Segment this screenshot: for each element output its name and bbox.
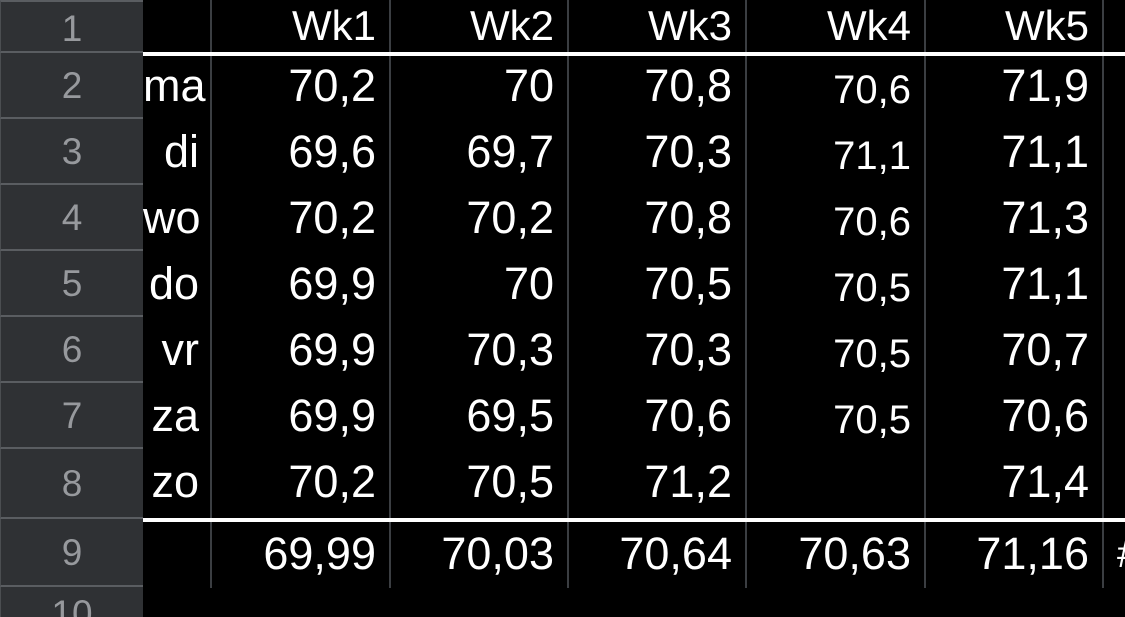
day-label-cell[interactable]: vr [161, 324, 200, 375]
value-cell[interactable]: 70,2 [466, 192, 554, 243]
value-cell[interactable]: 70,2 [288, 456, 376, 507]
day-label-cell[interactable]: di [163, 126, 199, 177]
header-bottom-border [143, 52, 1125, 56]
value-cell[interactable]: 71,1 [1001, 258, 1089, 309]
row-header-7[interactable]: 7 [0, 383, 143, 449]
column-gridline [924, 0, 926, 588]
column-gridline [1102, 0, 1104, 588]
value-cell[interactable]: 70,3 [466, 324, 554, 375]
value-cell[interactable]: 70,8 [644, 192, 732, 243]
day-label-cell[interactable]: za [151, 390, 199, 441]
row-header-5[interactable]: 5 [0, 251, 143, 317]
value-cell[interactable]: 70 [503, 60, 554, 111]
value-cell[interactable]: 70,5 [833, 398, 911, 442]
value-cell[interactable]: 69,5 [466, 390, 554, 441]
value-cell[interactable]: 70,8 [644, 60, 732, 111]
value-cell[interactable]: 70,6 [1001, 390, 1089, 441]
empty-cell[interactable] [746, 449, 925, 515]
value-cell[interactable]: 69,6 [288, 126, 376, 177]
value-cell[interactable]: 71,9 [1001, 60, 1089, 111]
column-header-cell[interactable]: Wk1 [292, 2, 376, 49]
summary-value-cell[interactable]: 70,64 [619, 528, 732, 579]
summary-top-border [143, 518, 1125, 522]
day-label-cell[interactable]: ma [143, 60, 206, 111]
value-cell[interactable]: 69,9 [288, 390, 376, 441]
overflow-cell[interactable]: # [1103, 522, 1125, 586]
value-cell[interactable]: 69,9 [288, 258, 376, 309]
value-cell[interactable]: 70,6 [833, 200, 911, 244]
column-header-cell[interactable]: Wk3 [648, 2, 732, 49]
summary-value-cell[interactable]: 69,99 [263, 528, 376, 579]
day-label-cell[interactable]: zo [151, 456, 199, 507]
summary-value-cell[interactable]: 70,63 [798, 528, 911, 579]
value-cell[interactable]: 71,1 [833, 134, 911, 178]
value-cell[interactable]: 70,3 [644, 126, 732, 177]
value-cell[interactable]: 69,7 [466, 126, 554, 177]
value-cell[interactable]: 70,7 [1001, 324, 1089, 375]
value-cell[interactable]: 70,5 [833, 332, 911, 376]
overflow-error-glyph: # [1117, 522, 1125, 586]
row-header-2[interactable]: 2 [0, 53, 143, 119]
row-header-10[interactable]: 10 [0, 587, 143, 617]
row-header-4[interactable]: 4 [0, 185, 143, 251]
value-cell[interactable]: 70,5 [833, 266, 911, 310]
column-gridline [210, 0, 212, 588]
summary-label-cell[interactable] [143, 522, 211, 586]
value-cell[interactable]: 70 [503, 258, 554, 309]
row-header-1[interactable]: 1 [0, 0, 143, 53]
column-header-cell[interactable]: Wk5 [1005, 2, 1089, 49]
column-header-cell[interactable]: Wk4 [827, 2, 911, 49]
value-cell[interactable]: 70,6 [833, 68, 911, 112]
value-cell[interactable]: 70,3 [644, 324, 732, 375]
day-label-cell[interactable]: wo [143, 192, 201, 243]
value-cell[interactable]: 70,6 [644, 390, 732, 441]
value-cell[interactable]: 71,3 [1001, 192, 1089, 243]
row-header-6[interactable]: 6 [0, 317, 143, 383]
corner-cell[interactable] [143, 0, 211, 52]
value-cell[interactable]: 70,5 [466, 456, 554, 507]
column-gridline [389, 0, 391, 588]
summary-value-cell[interactable]: 71,16 [976, 528, 1089, 579]
value-cell[interactable]: 71,1 [1001, 126, 1089, 177]
value-cell[interactable]: 71,2 [644, 456, 732, 507]
day-label-cell[interactable]: do [148, 258, 199, 309]
value-cell[interactable]: 71,4 [1001, 456, 1089, 507]
value-cell[interactable]: 70,2 [288, 60, 376, 111]
row-header-9[interactable]: 9 [0, 519, 143, 587]
value-cell[interactable]: 70,2 [288, 192, 376, 243]
column-gridline [567, 0, 569, 588]
value-cell[interactable]: 69,9 [288, 324, 376, 375]
row-header-8[interactable]: 8 [0, 449, 143, 519]
column-header-cell[interactable]: Wk2 [470, 2, 554, 49]
value-cell[interactable]: 70,5 [644, 258, 732, 309]
row-header-3[interactable]: 3 [0, 119, 143, 185]
column-gridline [745, 0, 747, 588]
summary-value-cell[interactable]: 70,03 [441, 528, 554, 579]
